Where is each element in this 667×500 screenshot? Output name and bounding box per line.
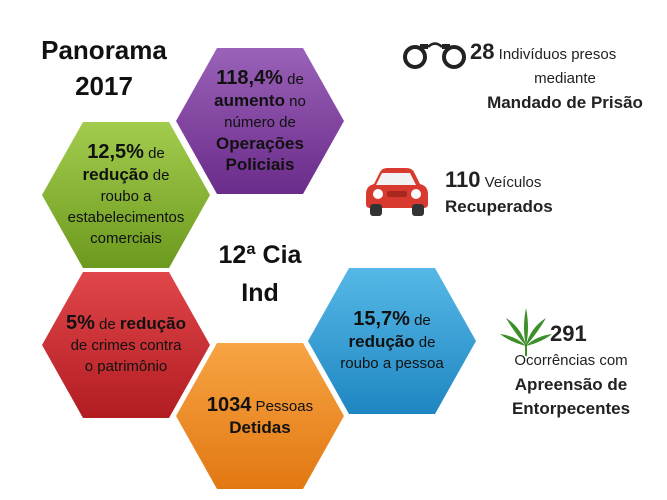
text-bold: Recuperados — [445, 197, 553, 216]
text-bold: aumento — [214, 90, 285, 110]
cannabis-leaf-icon — [498, 306, 554, 358]
text-bold: Apreensão de — [514, 375, 628, 394]
pct-crimes-patrimonio: 5% — [65, 312, 95, 334]
text: roubo a pessoa — [340, 354, 444, 372]
text: o patrimônio — [84, 358, 168, 375]
text: estabelecimentos — [67, 208, 185, 226]
hexagon-shape — [42, 272, 210, 418]
text: no — [284, 92, 306, 110]
hexagon-shape — [176, 48, 344, 194]
text: Veículos — [480, 174, 542, 191]
text: de — [148, 166, 170, 184]
text: de — [143, 144, 165, 162]
hexagon-shape — [308, 268, 476, 414]
text: Pessoas — [251, 397, 314, 415]
car-icon — [360, 160, 432, 220]
text: roubo a — [100, 187, 152, 205]
text-bold: Entorpecentes — [511, 399, 631, 418]
num-entorpecentes: 291 — [550, 321, 587, 346]
text-bold: redução — [119, 314, 187, 333]
text: de — [414, 333, 436, 351]
unit-name: 12ª Cia Ind — [190, 236, 330, 312]
text-bold: redução — [82, 164, 149, 184]
text: número de — [224, 113, 296, 131]
stat-presos: 28 Indivíduos presos mediante Mandado de… — [470, 40, 660, 115]
num-veiculos: 110 — [445, 167, 481, 192]
unit-name-line-1: 12ª Cia — [218, 241, 302, 269]
hexagon-roubo-estabelecimentos: 12,5% de redução de roubo a estabelecime… — [40, 120, 212, 270]
pct-roubo-estabelecimentos: 12,5% — [87, 140, 144, 163]
text-bold: Detidas — [229, 417, 291, 437]
text-bold: redução — [348, 331, 415, 351]
unit-name-line-2: Ind — [241, 279, 279, 307]
hexagon-shape — [42, 122, 210, 268]
text-bold: Operações — [216, 133, 304, 153]
text: de crimes contra — [70, 337, 182, 354]
hexagon-operacoes-policiais: 118,4% de aumento no número de Operações… — [174, 46, 346, 196]
text: Indivíduos presos — [494, 46, 617, 63]
title-line-2: 2017 — [75, 71, 133, 101]
hexagon-roubo-pessoa: 15,7% de redução de roubo a pessoa — [306, 266, 478, 416]
text: Ocorrências com — [514, 352, 628, 369]
stat-veiculos: 110 Veículos Recuperados — [445, 168, 615, 219]
handcuffs-icon — [402, 38, 468, 72]
pct-roubo-pessoa: 15,7% — [353, 307, 410, 330]
pct-operacoes: 118,4% — [216, 66, 283, 89]
page-title: Panorama 2017 — [14, 32, 194, 104]
text: de — [94, 316, 120, 333]
title-line-1: Panorama — [41, 35, 167, 65]
text: de — [282, 70, 304, 88]
num-pessoas-detidas: 1034 — [206, 393, 252, 416]
text-bold: Mandado de Prisão — [487, 93, 643, 112]
hexagon-shape — [176, 343, 344, 489]
text-bold: Policiais — [225, 154, 295, 174]
text: mediante — [534, 70, 596, 87]
num-presos: 28 — [470, 39, 495, 64]
text: de — [409, 311, 431, 329]
text: comerciais — [90, 229, 162, 247]
hexagon-crimes-patrimonio: 5% de redução de crimes contra o patrimô… — [40, 270, 212, 420]
stat-entorpecentes: 291 Ocorrências com Apreensão de Entorpe… — [486, 322, 656, 421]
hexagon-pessoas-detidas: 1034 Pessoas Detidas — [174, 341, 346, 491]
